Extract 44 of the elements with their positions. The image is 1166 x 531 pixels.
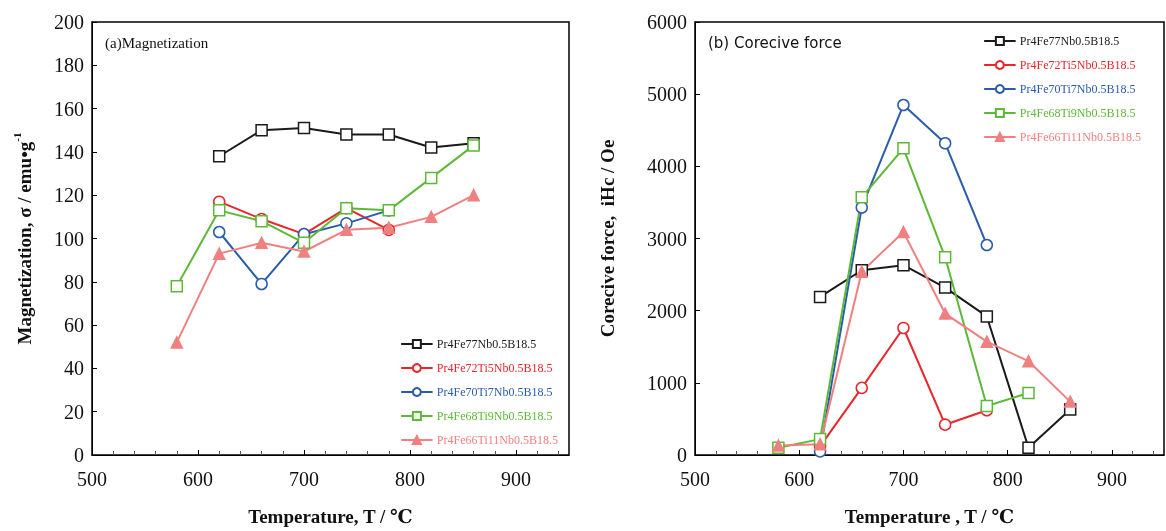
- legend-label: Pr4Fe72Ti5Nb0.5B18.5: [436, 361, 553, 375]
- legend-label: Pr4Fe66Ti11Nb0.5B18.5: [1019, 130, 1141, 144]
- y-axis-title: Magnetization, σ / emu•g-1: [10, 132, 35, 345]
- y-tick-label: 0: [677, 444, 687, 466]
- y-tick-label: 120: [54, 184, 84, 207]
- x-tick-label: 600: [784, 468, 815, 490]
- text: (a)Magnetization: [105, 34, 209, 52]
- x-tick-label: 800: [395, 468, 425, 490]
- x-axis-title: Temperature, T / ℃: [248, 506, 413, 527]
- x-tick-label: 500: [680, 468, 710, 490]
- y-axis-title: Corecive force, iHc / Oe: [596, 139, 618, 338]
- legend-label: Pr4Fe70Ti7Nb0.5B18.5: [1019, 82, 1136, 96]
- y-tick-label: 5000: [647, 83, 687, 106]
- y-tick-label: 1000: [647, 371, 687, 394]
- x-tick-label: 600: [183, 468, 213, 490]
- legend-label: Pr4Fe66Ti11Nb0.5B18.5: [436, 433, 558, 447]
- y-tick-label: 3000: [647, 227, 687, 250]
- legend-label: Pr4Fe68Ti9Nb0.5B18.5: [436, 409, 553, 423]
- x-tick-label: 500: [77, 468, 107, 490]
- y-tick-label: 200: [54, 11, 84, 33]
- y-tick-label: 2000: [647, 299, 687, 322]
- y-tick-label: 160: [54, 97, 84, 120]
- x-axis-title: Temperature , T / ℃: [844, 506, 1015, 527]
- x-tick-label: 700: [289, 468, 319, 490]
- legend-label: Pr4Fe72Ti5Nb0.5B18.5: [1019, 58, 1136, 72]
- x-tick-label: 800: [992, 468, 1023, 490]
- y-tick-label: 100: [54, 227, 84, 250]
- x-tick-label: 700: [888, 468, 919, 490]
- text: (b) Corecive force: [708, 33, 842, 52]
- y-tick-label: 4000: [647, 155, 687, 178]
- y-tick-label: 180: [54, 54, 84, 77]
- y-tick-label: 40: [64, 357, 84, 380]
- x-tick-label: 900: [501, 468, 531, 490]
- y-tick-label: 80: [64, 270, 84, 293]
- y-tick-label: 140: [54, 140, 84, 163]
- legend-label: Pr4Fe70Ti7Nb0.5B18.5: [436, 385, 553, 399]
- y-tick-label: 0: [74, 444, 84, 466]
- y-tick-label: 60: [64, 314, 84, 337]
- y-tick-label: 6000: [647, 11, 687, 33]
- legend-label: Pr4Fe77Nb0.5B18.5: [1019, 34, 1120, 48]
- legend-label: Pr4Fe77Nb0.5B18.5: [436, 337, 537, 351]
- y-tick-label: 20: [64, 400, 84, 423]
- legend-label: Pr4Fe68Ti9Nb0.5B18.5: [1019, 106, 1136, 120]
- x-tick-label: 900: [1096, 468, 1127, 490]
